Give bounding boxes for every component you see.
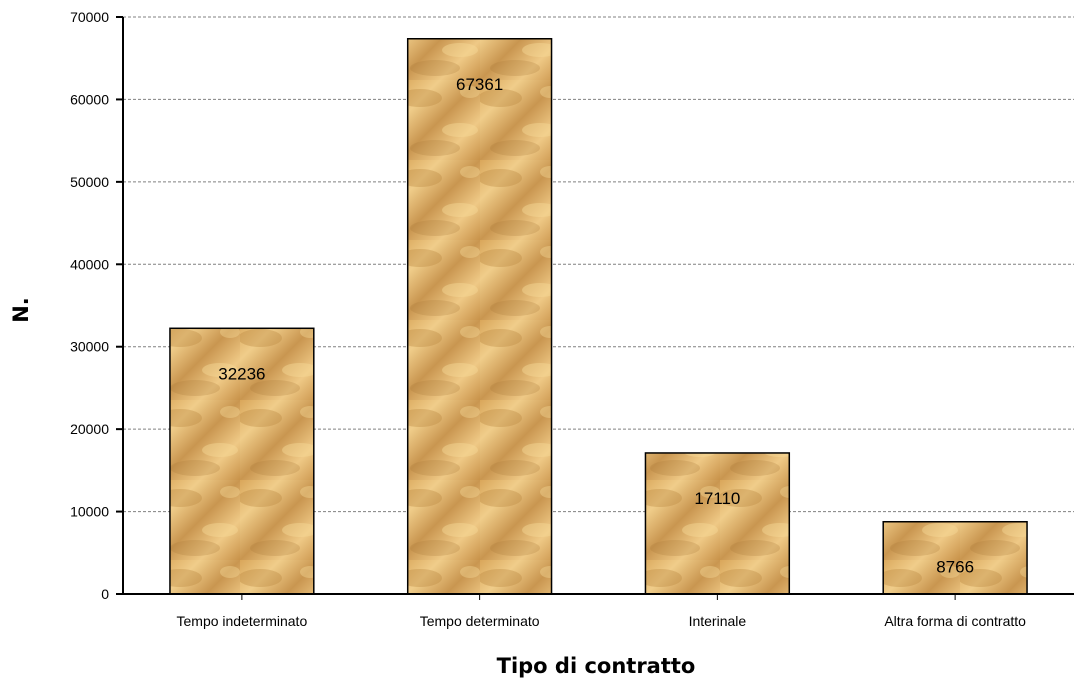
data-label: 67361: [456, 75, 503, 94]
x-tick-label: Tempo determinato: [420, 613, 540, 629]
y-tick-label: 40000: [70, 256, 109, 272]
gridlines: [123, 16, 1074, 513]
x-tick-label: Tempo indeterminato: [177, 613, 308, 629]
y-axis-title: N.: [9, 297, 33, 323]
data-label: 17110: [694, 489, 740, 508]
bar: [882, 520, 1028, 595]
x-axis-title: Tipo di contratto: [497, 654, 696, 678]
y-tick-label: 10000: [70, 504, 109, 520]
x-tick-label: Altra forma di contratto: [884, 613, 1026, 629]
axes: [116, 16, 1074, 600]
bars: [169, 38, 1028, 595]
y-tick-label: 0: [101, 586, 109, 602]
bar: [169, 327, 315, 595]
data-label: 32236: [218, 364, 265, 383]
bar: [406, 38, 553, 595]
x-tick-label: Interinale: [689, 613, 747, 629]
y-tick-label: 60000: [70, 91, 109, 107]
bar: [644, 452, 791, 595]
y-tick-label: 70000: [70, 9, 109, 25]
labels: 0 10000 20000 30000 40000 50000 60000 70000 3223…: [70, 9, 1026, 629]
y-tick-label: 30000: [70, 339, 109, 355]
y-tick-label: 50000: [70, 174, 109, 190]
y-tick-label: 20000: [70, 421, 109, 437]
data-label: 8766: [936, 558, 974, 577]
